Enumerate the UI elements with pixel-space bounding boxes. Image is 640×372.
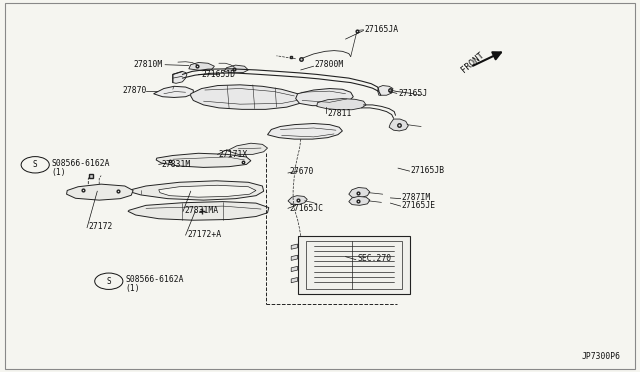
Text: 2787IM: 2787IM (402, 193, 431, 202)
Text: 27165JB: 27165JB (411, 166, 445, 175)
Text: JP7300P6: JP7300P6 (582, 352, 621, 361)
Polygon shape (288, 196, 307, 205)
Text: 27811: 27811 (328, 109, 352, 118)
Text: 27670: 27670 (290, 167, 314, 176)
Text: 27800M: 27800M (315, 60, 344, 69)
Polygon shape (291, 278, 298, 283)
Polygon shape (128, 181, 264, 200)
Text: 27165JE: 27165JE (402, 201, 436, 210)
Polygon shape (173, 71, 187, 83)
Polygon shape (291, 255, 298, 260)
Text: 27165JC: 27165JC (290, 204, 324, 213)
Text: SEC.270: SEC.270 (357, 254, 391, 263)
Text: S08566-6162A: S08566-6162A (125, 275, 184, 284)
Text: 27870: 27870 (123, 86, 147, 95)
Polygon shape (154, 86, 193, 97)
Polygon shape (128, 202, 269, 220)
Polygon shape (227, 143, 268, 154)
Polygon shape (349, 196, 370, 205)
Text: S: S (33, 160, 38, 169)
Text: 27831MA: 27831MA (184, 206, 218, 215)
Text: 27810M: 27810M (133, 60, 163, 69)
Polygon shape (306, 241, 402, 289)
Text: 27165J: 27165J (398, 89, 428, 98)
Polygon shape (156, 153, 251, 167)
Polygon shape (317, 99, 366, 110)
Text: 27165JA: 27165JA (365, 25, 399, 33)
Text: FRONT: FRONT (460, 51, 486, 74)
Polygon shape (389, 119, 408, 131)
Polygon shape (378, 86, 393, 95)
Polygon shape (67, 184, 133, 200)
Text: 27172+A: 27172+A (188, 230, 221, 239)
Polygon shape (268, 124, 342, 139)
Text: S08566-6162A: S08566-6162A (52, 159, 110, 168)
Polygon shape (291, 244, 298, 249)
Polygon shape (159, 185, 256, 197)
Polygon shape (224, 65, 248, 73)
Polygon shape (298, 236, 410, 294)
Text: 27165JD: 27165JD (202, 70, 236, 79)
Polygon shape (189, 62, 214, 71)
Polygon shape (191, 85, 304, 109)
Polygon shape (349, 187, 370, 198)
Text: 27831M: 27831M (161, 160, 191, 169)
Polygon shape (291, 266, 298, 272)
Text: S: S (106, 277, 111, 286)
Polygon shape (296, 89, 353, 106)
Text: (1): (1) (125, 284, 140, 293)
Text: 27171X: 27171X (219, 150, 248, 159)
Text: 27172: 27172 (88, 222, 113, 231)
Text: (1): (1) (52, 168, 67, 177)
